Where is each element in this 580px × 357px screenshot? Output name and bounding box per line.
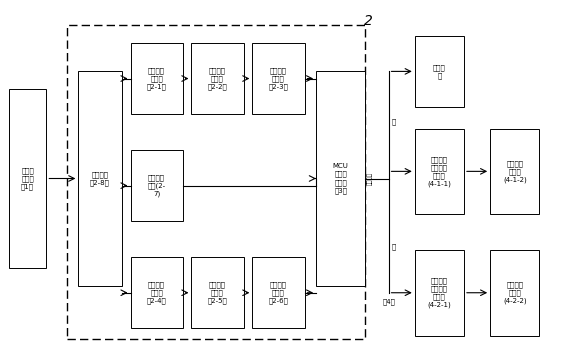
Text: 开: 开 <box>392 118 396 125</box>
Bar <box>191 257 244 328</box>
Bar <box>415 36 464 107</box>
Bar <box>78 71 122 286</box>
Text: 蓄电电池
（2-8）: 蓄电电池 （2-8） <box>90 171 110 186</box>
Text: 程序报
警: 程序报 警 <box>433 64 445 79</box>
Bar <box>130 257 183 328</box>
Bar <box>316 71 365 286</box>
Text: 方位角步
进电机
(4-1-2): 方位角步 进电机 (4-1-2) <box>503 160 527 183</box>
Text: 关: 关 <box>392 243 396 250</box>
Text: 方位角步
进电机步
动电路
(4-1-1): 方位角步 进电机步 动电路 (4-1-1) <box>427 156 451 187</box>
Text: 发现检测
电路(2-
7): 发现检测 电路(2- 7) <box>147 174 166 197</box>
Bar <box>130 43 183 114</box>
Text: 高低角步
进电机步
动电路
(4-2-1): 高低角步 进电机步 动电路 (4-2-1) <box>427 277 451 308</box>
Text: （4）: （4） <box>382 298 395 305</box>
Bar <box>490 129 539 214</box>
Text: 高低角测
量电路
（2-4）: 高低角测 量电路 （2-4） <box>147 281 166 304</box>
Bar <box>415 250 464 336</box>
Text: 方位角测
量电路
（2-1）: 方位角测 量电路 （2-1） <box>147 67 166 90</box>
Text: 高低角步
进电机
(4-2-2): 高低角步 进电机 (4-2-2) <box>503 281 527 304</box>
Bar <box>130 150 183 221</box>
Bar <box>415 129 464 214</box>
Bar <box>252 257 304 328</box>
Bar <box>191 43 244 114</box>
Bar <box>9 89 46 268</box>
Text: 高低角驱
动电路
（2-6）: 高低角驱 动电路 （2-6） <box>269 281 288 304</box>
Bar <box>490 250 539 336</box>
Text: 方位稳化
控电路
（2-2）: 方位稳化 控电路 （2-2） <box>208 67 227 90</box>
Text: 执行输出: 执行输出 <box>367 172 373 185</box>
Text: MCU
数据处
理系统
（3）: MCU 数据处 理系统 （3） <box>333 164 349 193</box>
Text: 2: 2 <box>364 14 373 28</box>
Text: 高低稳化
控电路
（2-5）: 高低稳化 控电路 （2-5） <box>208 281 227 304</box>
Text: 光电池
传感器
（1）: 光电池 传感器 （1） <box>21 167 34 190</box>
Text: 方位角驱
动电路
（2-3）: 方位角驱 动电路 （2-3） <box>269 67 288 90</box>
Bar <box>67 25 365 339</box>
Bar <box>252 43 304 114</box>
